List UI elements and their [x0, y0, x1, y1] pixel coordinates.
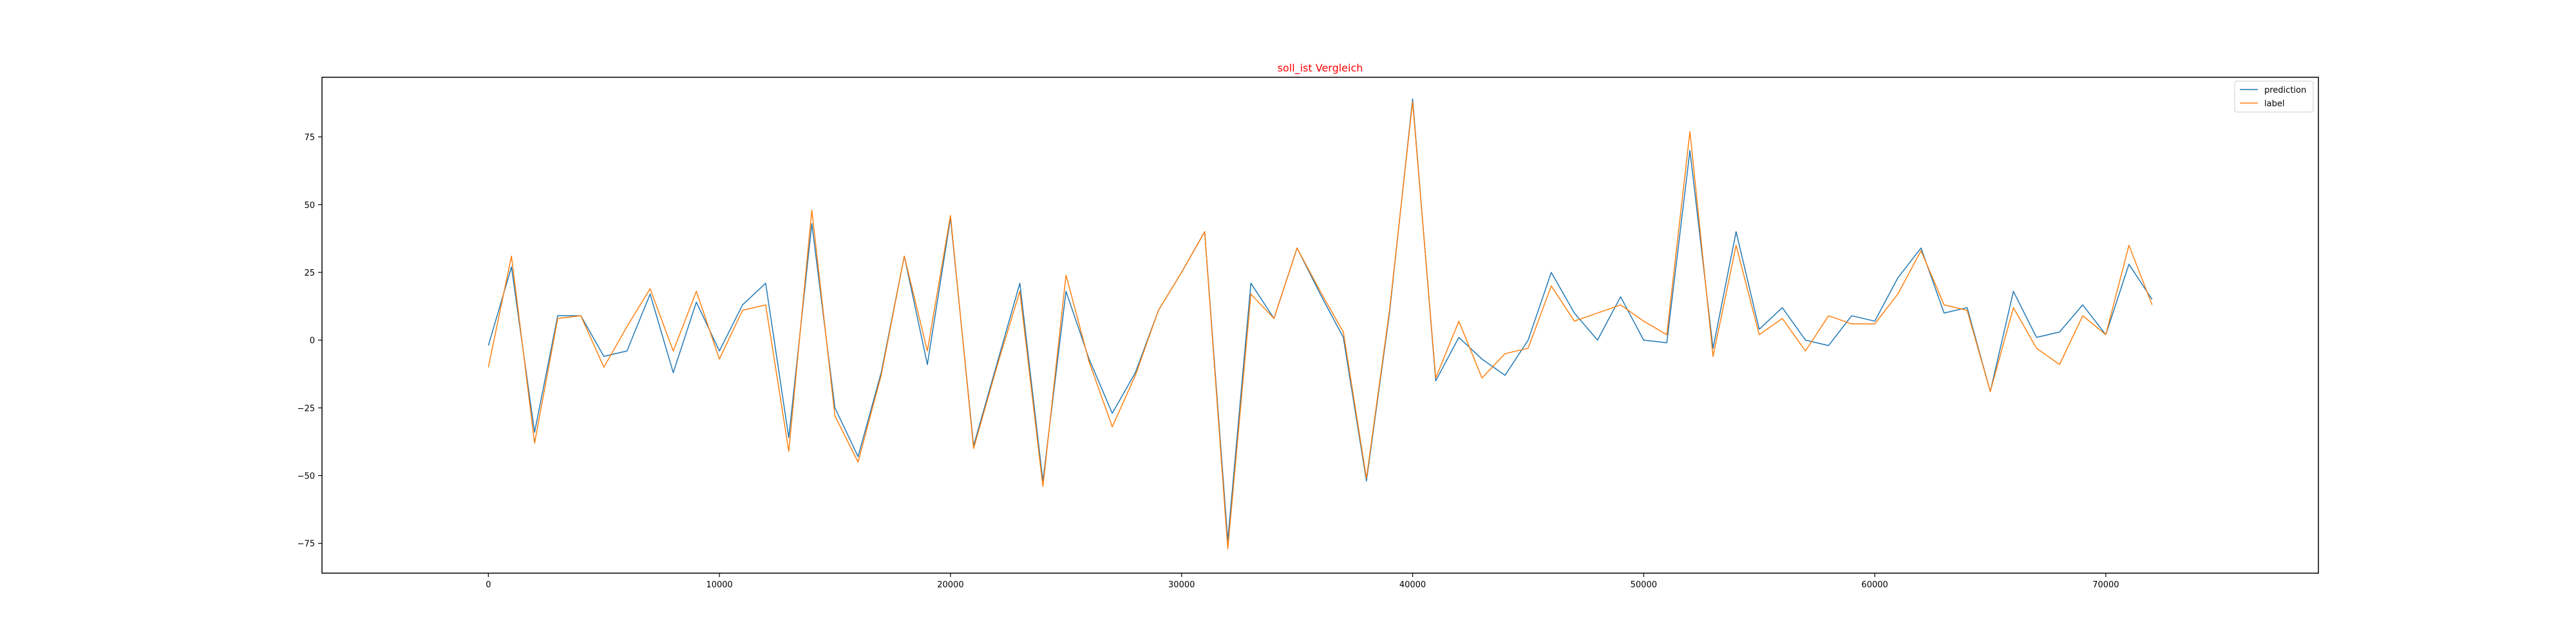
x-tick-label: 20000 [937, 580, 963, 590]
x-tick-label: 10000 [706, 580, 732, 590]
y-tick-label: 0 [310, 336, 315, 346]
chart-title: soll_ist Vergleich [1278, 62, 1363, 75]
x-tick-label: 0 [486, 580, 491, 590]
plot-frame [321, 77, 2319, 574]
x-tick-label: 40000 [1399, 580, 1426, 590]
y-tick-label: 50 [304, 201, 315, 211]
x-tick-label: 30000 [1168, 580, 1195, 590]
x-tick-label: 50000 [1631, 580, 1657, 590]
y-tick-label: −50 [298, 472, 315, 482]
series-line-prediction [488, 98, 2153, 542]
legend: prediction label [2234, 80, 2314, 113]
y-tick-label: 25 [304, 269, 315, 278]
legend-box [2234, 80, 2314, 113]
legend-label-label: label [2264, 99, 2284, 109]
plot-area [488, 98, 2153, 549]
series-line-label [488, 101, 2153, 549]
y-tick-label: 75 [304, 133, 315, 143]
y-tick-label: −75 [298, 540, 315, 549]
x-tick-label: 70000 [2092, 580, 2119, 590]
y-tick-label: −25 [298, 404, 315, 413]
x-tick-label: 60000 [1861, 580, 1888, 590]
legend-label-prediction: prediction [2264, 86, 2306, 95]
y-axis: −75 −50 −25 0 25 50 75 [298, 133, 322, 549]
x-axis: 0 10000 20000 30000 40000 50000 60000 70000 [486, 573, 2119, 590]
